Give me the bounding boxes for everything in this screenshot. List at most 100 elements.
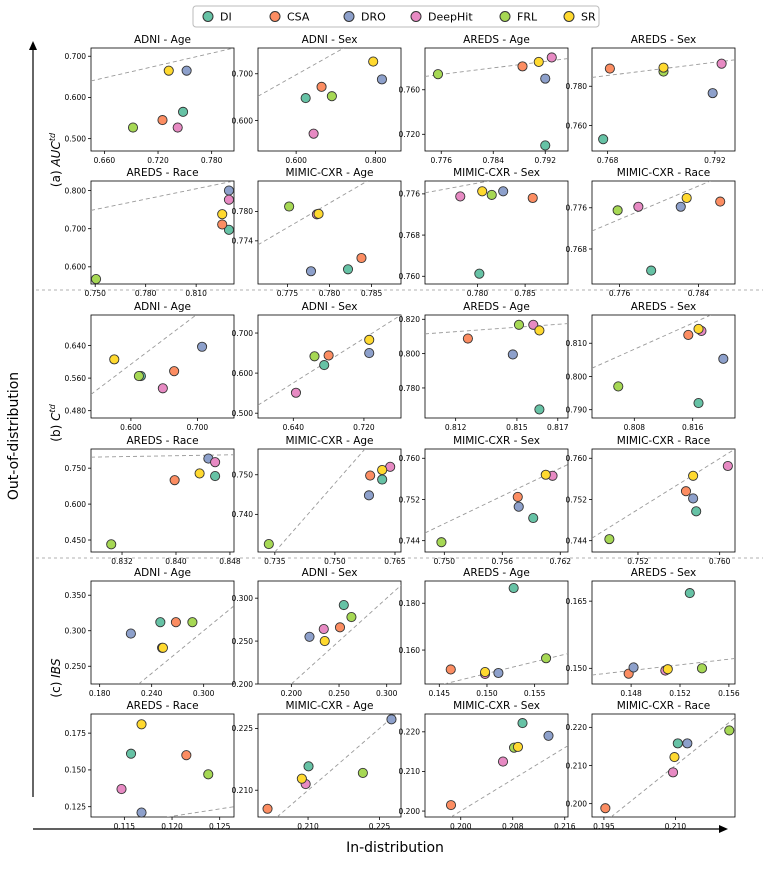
point-di [377, 474, 388, 485]
x-tick-label: 0.780 [201, 156, 223, 165]
plot-frame [591, 448, 736, 553]
plot-frame [591, 713, 736, 818]
x-tick-label: 0.125 [209, 822, 231, 831]
panel-title: AREDS - Sex [631, 567, 696, 579]
y-tick-label: 0.700 [232, 329, 254, 338]
y-tick-label: 0.776 [399, 190, 421, 199]
point-sr [109, 354, 120, 365]
y-tick-label: 0.250 [232, 637, 254, 646]
y-tick-label: 0.750 [232, 471, 254, 480]
panel-mimic-cxr-race-7: MIMIC-CXR - Race 0.776 0.784 0.768 0.776 [566, 167, 736, 298]
y-tick-label: 0.768 [399, 231, 421, 240]
plot-frame [90, 580, 235, 685]
panel-title: AREDS - Race [126, 435, 198, 447]
panel-areds-sex-19: AREDS - Sex 0.148 0.152 0.156 0.150 0.165 [566, 567, 740, 698]
point-sr [688, 470, 699, 481]
x-tick-label: 0.808 [624, 423, 646, 432]
y-tick-label: 0.150 [566, 664, 588, 673]
y-tick-label: 0.800 [566, 372, 588, 381]
point-dro [376, 74, 387, 85]
point-sr [217, 209, 228, 220]
point-frl [724, 725, 735, 736]
point-di [223, 224, 235, 235]
y-tick-label: 0.300 [65, 627, 87, 636]
point-deephit [290, 387, 302, 398]
point-csa [170, 617, 181, 628]
x-tick-label: 0.750 [324, 557, 346, 566]
panel-title: AREDS - Age [463, 34, 530, 46]
panel-title: ADNI - Sex [302, 567, 358, 579]
y-tick-label: 0.210 [399, 767, 421, 776]
outer-axes: In-distribution Out-of-distribution [6, 41, 763, 856]
panel-adni-age-8: ADNI - Age 0.600 0.700 0.480 0.560 0.640 [65, 301, 235, 432]
y-tick-label: 0.700 [232, 70, 254, 79]
y-tick-label: 0.744 [399, 536, 421, 545]
plot-frame [257, 180, 402, 285]
trend-line [592, 315, 712, 369]
x-tick-label: 0.785 [514, 289, 536, 298]
x-tick-label: 0.225 [369, 822, 391, 831]
plot-frame [591, 180, 736, 285]
point-sr [533, 56, 544, 67]
y-tick-label: 0.744 [566, 536, 588, 545]
trend-line [91, 181, 234, 211]
section-label-ibs: (c) IBS [49, 658, 63, 698]
panel-title: MIMIC-CXR - Race [617, 700, 710, 712]
point-di [155, 617, 166, 628]
point-dro [498, 186, 509, 197]
point-deephit [308, 128, 319, 139]
point-dro [543, 730, 554, 741]
point-dro [304, 631, 315, 642]
point-dro [507, 349, 518, 360]
point-frl [613, 381, 624, 392]
panel-mimic-cxr-sex-22: MIMIC-CXR - Sex 0.200 0.208 0.216 0.200 0.210… [399, 700, 576, 831]
x-tick-label: 0.780 [467, 289, 489, 298]
panel-areds-sex-3: AREDS - Sex 0.768 0.792 0.760 0.780 [566, 34, 736, 165]
y-tick-label: 0.210 [566, 761, 588, 770]
trend-line [91, 315, 197, 395]
legend-marker-frl [499, 11, 511, 22]
point-frl [432, 69, 444, 80]
point-deephit [633, 201, 644, 212]
point-frl [106, 539, 117, 550]
point-deephit [528, 319, 539, 330]
legend-label-csa: CSA [287, 11, 310, 24]
trend-line [425, 58, 568, 77]
point-deephit [455, 191, 466, 202]
point-dro [688, 493, 699, 504]
point-deephit [157, 383, 168, 394]
x-tick-label: 0.750 [84, 289, 106, 298]
x-tick-label: 0.155 [524, 689, 546, 698]
y-tick-label: 0.640 [65, 341, 87, 350]
point-deephit [223, 194, 235, 205]
point-csa [217, 219, 228, 230]
y-tick-label: 0.600 [232, 369, 254, 378]
y-tick-label: 0.780 [399, 384, 421, 393]
x-tick-label: 0.120 [161, 822, 183, 831]
plot-frame [257, 448, 402, 553]
point-frl [541, 653, 552, 664]
panel-mimic-cxr-sex-14: MIMIC-CXR - Sex 0.750 0.756 0.762 0.744 0.752… [399, 435, 572, 566]
plot-frame [90, 713, 235, 818]
point-csa [445, 800, 457, 811]
y-tick-label: 0.450 [65, 536, 87, 545]
y-tick-label: 0.780 [566, 82, 588, 91]
y-tick-label: 0.760 [399, 454, 421, 463]
y-tick-label: 0.790 [566, 405, 588, 414]
panel-mimic-cxr-age-5: MIMIC-CXR - Age 0.775 0.780 0.785 0.774 0.780 [232, 167, 402, 298]
plot-frame [424, 713, 569, 818]
point-dro [513, 501, 524, 512]
point-dro [136, 807, 147, 818]
point-frl [357, 767, 368, 778]
x-tick-label: 0.720 [353, 423, 375, 432]
point-csa [445, 664, 456, 675]
point-dro [718, 353, 729, 364]
panel-title: MIMIC-CXR - Sex [453, 435, 540, 447]
y-axis-label: Out-of-distribution [6, 372, 22, 500]
point-dro [493, 667, 504, 679]
panel-title: ADNI - Age [134, 301, 191, 313]
y-tick-label: 0.760 [566, 121, 588, 130]
x-tick-label: 0.760 [709, 557, 731, 566]
plot-frame [90, 47, 235, 152]
trend-line [425, 323, 568, 335]
